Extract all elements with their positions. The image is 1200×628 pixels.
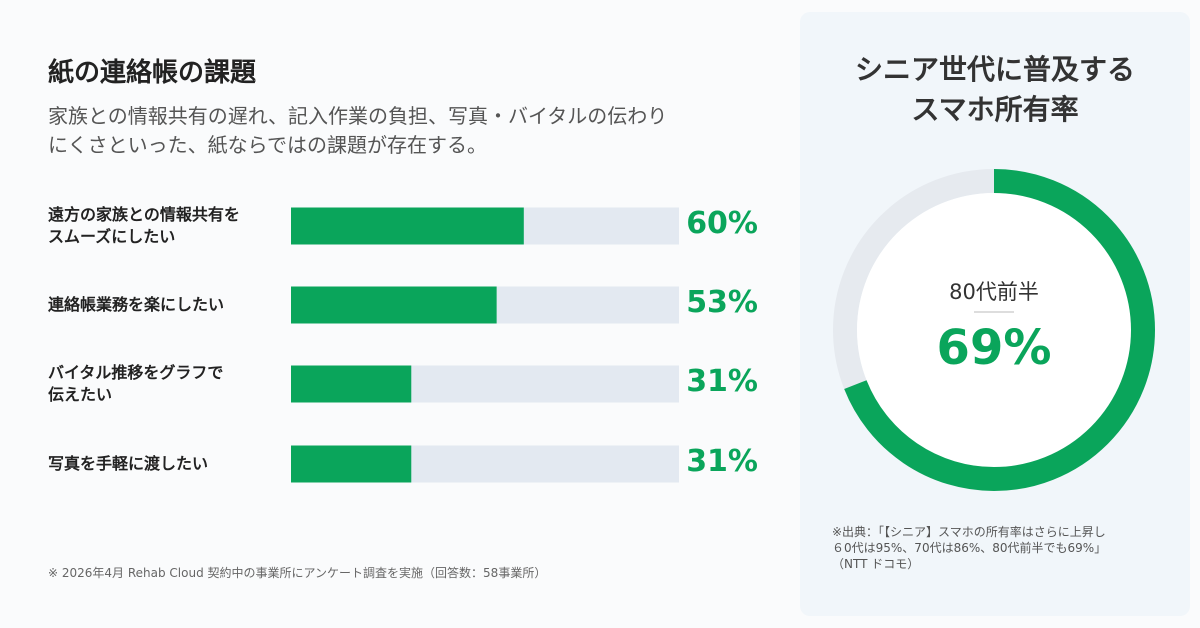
subtitle: 家族との情報共有の遅れ、記入作業の負担、写真・バイタルの伝わり にくさといった、…: [48, 104, 668, 157]
chart-title: 紙の連絡帳の課題: [48, 58, 257, 88]
value-label: 60%: [686, 206, 758, 241]
category-label: バイタル推移をグラフで 伝えたい: [48, 363, 224, 404]
source: ※出典：「【シニア】スマホの所有率はさらに上昇し ６0代は95%、70代は86%…: [832, 525, 1107, 571]
donut-arc: [833, 169, 1155, 491]
bar: [291, 445, 412, 483]
category-label: 写真を手軽に渡したい: [48, 454, 209, 473]
bar: [291, 286, 497, 324]
category-label: 連絡帳業務を楽にしたい: [48, 295, 225, 314]
category-label: 遠方の家族との情報共有を スムーズにしたい: [48, 205, 240, 246]
donut-inner: [857, 193, 1131, 467]
footnote: ※ 2026年4月 Rehab Cloud 契約中の事業所にアンケート調査を実施…: [48, 566, 547, 580]
bar: [291, 365, 412, 403]
bar: [291, 207, 524, 245]
value-label: 31%: [686, 444, 758, 479]
center-label: 80代前半: [949, 280, 1039, 304]
value-label: 31%: [686, 364, 758, 399]
value-label: 53%: [686, 285, 758, 320]
chart-title: シニア世代に普及する スマホ所有率: [854, 53, 1135, 126]
center-value: 69%: [936, 320, 1052, 376]
